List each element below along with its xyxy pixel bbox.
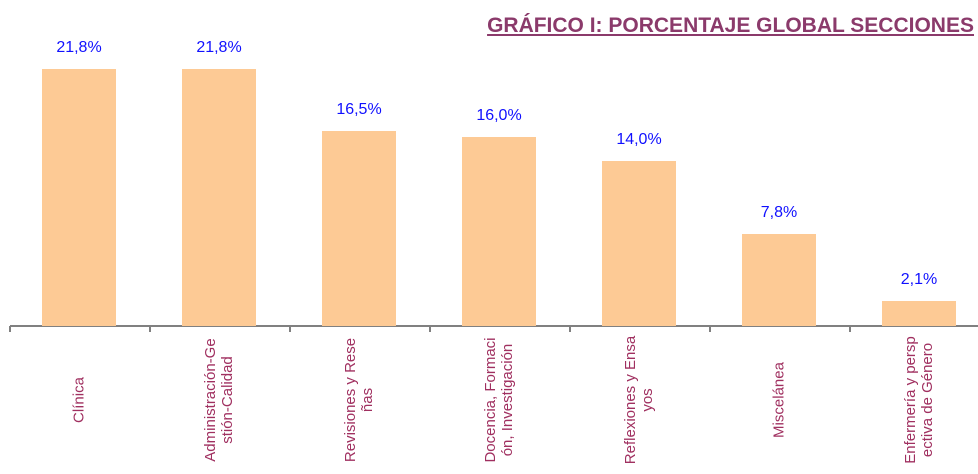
x-tick xyxy=(289,326,291,332)
value-label: 7,8% xyxy=(760,204,798,222)
x-tick-label: Reflexiones y Ensayos xyxy=(622,335,656,465)
bar xyxy=(322,131,396,326)
bar xyxy=(462,137,536,326)
x-tick-label: Docencia, Formación, Investigación xyxy=(482,337,516,463)
chart-title: GRÁFICO I: PORCENTAJE GLOBAL SECCIONES xyxy=(487,14,974,37)
x-tick-label: Enfermería y perspectiva de Género xyxy=(902,336,936,464)
x-tick-label: Clínica xyxy=(70,377,88,423)
bar xyxy=(42,69,116,326)
value-label: 21,8% xyxy=(196,39,242,56)
value-label: 2,1% xyxy=(900,271,938,289)
x-tick xyxy=(849,326,851,332)
value-label: 14,0% xyxy=(616,130,662,148)
x-tick xyxy=(9,326,11,332)
bar xyxy=(742,234,816,326)
bar xyxy=(882,301,956,326)
value-label: 21,8% xyxy=(56,39,102,56)
x-tick xyxy=(149,326,151,332)
x-tick xyxy=(569,326,571,332)
bar xyxy=(182,69,256,326)
bar xyxy=(602,160,676,326)
x-tick-label: Revisiones y Reseñas xyxy=(342,337,376,463)
x-tick-label: Administración-Gestión-Calidad xyxy=(202,338,236,462)
x-axis xyxy=(10,325,978,327)
value-label: 16,5% xyxy=(336,101,382,119)
x-tick xyxy=(709,326,711,332)
value-label: 16,0% xyxy=(476,107,522,125)
x-tick-label: Miscelánea xyxy=(770,362,788,438)
x-tick xyxy=(429,326,431,332)
